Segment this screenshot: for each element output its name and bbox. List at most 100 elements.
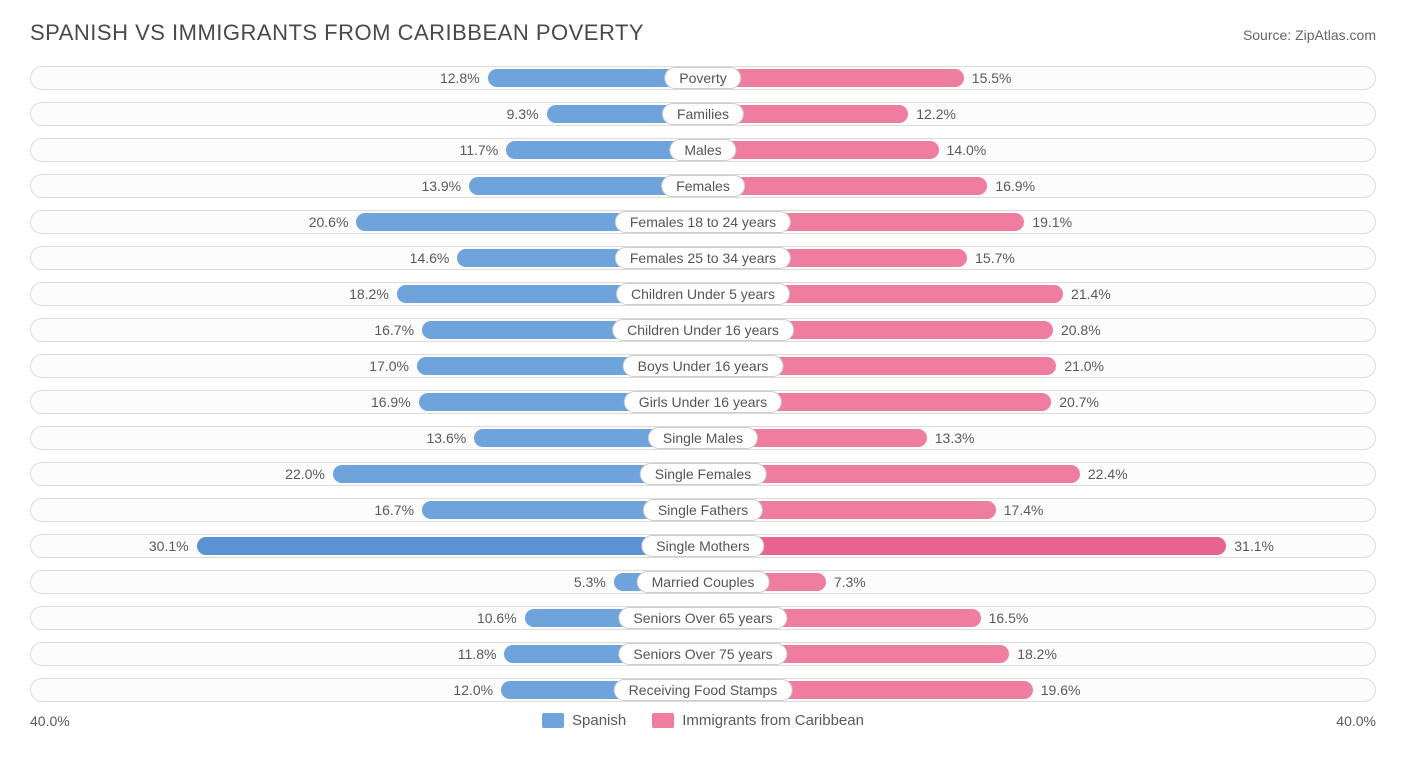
category-label: Girls Under 16 years [624,391,782,413]
axis-max-left: 40.0% [30,713,70,729]
bar-right [703,141,939,159]
value-label-right: 31.1% [1234,538,1274,554]
value-label-left: 16.7% [374,322,414,338]
row-left-half: 16.7% [30,316,703,344]
value-label-left: 11.8% [458,646,497,662]
bar-right [703,177,987,195]
chart-row: 10.6% 16.5% Seniors Over 65 years [30,604,1376,632]
chart-row: 9.3% 12.2% Families [30,100,1376,128]
value-label-left: 12.0% [453,682,493,698]
chart-footer: 40.0% Spanish Immigrants from Caribbean … [30,712,1376,729]
legend-swatch-left [542,713,564,728]
category-label: Females 25 to 34 years [615,247,791,269]
row-right-half: 12.2% [703,100,1376,128]
chart-row: 16.7% 20.8% Children Under 16 years [30,316,1376,344]
chart-title: SPANISH VS IMMIGRANTS FROM CARIBBEAN POV… [30,20,644,46]
category-label: Females 18 to 24 years [615,211,791,233]
value-label-right: 16.5% [989,610,1029,626]
value-label-left: 13.6% [426,430,466,446]
legend-swatch-right [652,713,674,728]
row-right-half: 19.6% [703,676,1376,704]
category-label: Families [662,103,744,125]
value-label-right: 21.0% [1064,358,1104,374]
row-right-half: 31.1% [703,532,1376,560]
row-left-half: 14.6% [30,244,703,272]
row-right-half: 17.4% [703,496,1376,524]
row-right-half: 7.3% [703,568,1376,596]
value-label-left: 17.0% [369,358,409,374]
row-right-half: 19.1% [703,208,1376,236]
row-right-half: 15.7% [703,244,1376,272]
value-label-left: 5.3% [574,574,606,590]
source-attribution: Source: ZipAtlas.com [1243,27,1376,43]
axis-max-right: 40.0% [1336,713,1376,729]
row-left-half: 17.0% [30,352,703,380]
row-right-half: 16.9% [703,172,1376,200]
row-right-half: 16.5% [703,604,1376,632]
value-label-right: 21.4% [1071,286,1111,302]
value-label-right: 20.7% [1059,394,1099,410]
legend: Spanish Immigrants from Caribbean [542,712,864,729]
category-label: Boys Under 16 years [623,355,784,377]
value-label-left: 30.1% [149,538,189,554]
value-label-right: 19.6% [1041,682,1081,698]
chart-row: 20.6% 19.1%Females 18 to 24 years [30,208,1376,236]
category-label: Children Under 5 years [616,283,790,305]
category-label: Single Males [648,427,758,449]
row-right-half: 18.2% [703,640,1376,668]
value-label-right: 20.8% [1061,322,1101,338]
row-right-half: 20.8% [703,316,1376,344]
bar-right [703,69,964,87]
row-right-half: 21.0% [703,352,1376,380]
row-left-half: 9.3% [30,100,703,128]
value-label-left: 20.6% [309,214,349,230]
value-label-right: 12.2% [916,106,956,122]
category-label: Females [661,175,745,197]
row-right-half: 14.0% [703,136,1376,164]
row-left-half: 20.6% [30,208,703,236]
chart-row: 11.8% 18.2% Seniors Over 75 years [30,640,1376,668]
value-label-right: 15.7% [975,250,1015,266]
chart-row: 14.6% 15.7% Females 25 to 34 years [30,244,1376,272]
chart-row: 12.0%19.6%Receiving Food Stamps [30,676,1376,704]
category-label: Seniors Over 65 years [618,607,787,629]
row-left-half: 5.3% [30,568,703,596]
row-left-half: 16.9% [30,388,703,416]
row-right-half: 15.5% [703,64,1376,92]
category-label: Single Females [640,463,767,485]
legend-label-right: Immigrants from Caribbean [682,712,864,729]
value-label-left: 11.7% [459,142,498,158]
value-label-right: 17.4% [1004,502,1044,518]
row-left-half: 13.9% [30,172,703,200]
value-label-right: 18.2% [1017,646,1057,662]
chart-row: 11.7% 14.0% Males [30,136,1376,164]
row-left-half: 30.1% [30,532,703,560]
row-left-half: 11.7% [30,136,703,164]
diverging-bar-chart: 12.8%15.5%Poverty9.3%12.2%Families11.7%1… [30,64,1376,704]
chart-row: 13.6% 13.3%Single Males [30,424,1376,452]
row-left-half: 11.8% [30,640,703,668]
row-right-half: 13.3% [703,424,1376,452]
value-label-right: 22.4% [1088,466,1128,482]
row-right-half: 22.4% [703,460,1376,488]
category-label: Males [669,139,736,161]
value-label-left: 10.6% [477,610,517,626]
value-label-left: 18.2% [349,286,389,302]
value-label-right: 16.9% [995,178,1035,194]
row-left-half: 18.2% [30,280,703,308]
row-left-half: 12.8% [30,64,703,92]
row-left-half: 12.0% [30,676,703,704]
row-right-half: 20.7% [703,388,1376,416]
category-label: Poverty [664,67,741,89]
bar-left [197,537,703,555]
legend-label-left: Spanish [572,712,626,729]
category-label: Seniors Over 75 years [618,643,787,665]
value-label-right: 14.0% [947,142,987,158]
row-left-half: 16.7% [30,496,703,524]
value-label-right: 15.5% [972,70,1012,86]
chart-row: 16.7%17.4%Single Fathers [30,496,1376,524]
header: SPANISH VS IMMIGRANTS FROM CARIBBEAN POV… [30,20,1376,46]
category-label: Married Couples [637,571,770,593]
category-label: Children Under 16 years [612,319,794,341]
row-right-half: 21.4% [703,280,1376,308]
